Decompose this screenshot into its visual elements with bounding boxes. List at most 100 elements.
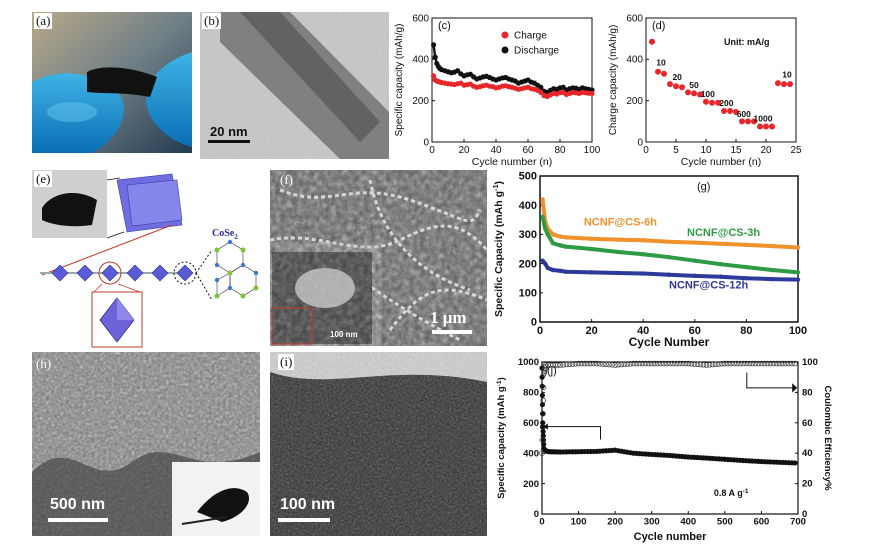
series-segment xyxy=(539,91,545,97)
efficiency-point xyxy=(706,362,713,368)
capacity-point xyxy=(541,441,547,447)
y-tick-label: 600 xyxy=(523,418,539,429)
series-segment xyxy=(533,82,539,87)
data-point xyxy=(727,108,733,114)
capacity-point xyxy=(540,428,546,435)
efficiency-point xyxy=(709,361,716,368)
series-segment xyxy=(454,82,458,86)
unit-note: Unit: mA/g xyxy=(724,37,770,47)
series-label: NCNF@CS-6h xyxy=(584,217,657,229)
efficiency-point xyxy=(676,360,682,367)
data-point xyxy=(770,267,775,273)
data-point xyxy=(769,123,775,130)
panel-b-tem: (b) 20 nm xyxy=(200,12,389,159)
series-segment xyxy=(466,73,471,77)
efficiency-point xyxy=(737,360,743,367)
series-segment xyxy=(463,73,468,78)
efficiency-point xyxy=(606,361,612,368)
data-point xyxy=(757,123,763,130)
efficiency-point xyxy=(725,360,731,367)
rate-annotation: 600 xyxy=(737,109,751,119)
y-tick-label: 400 xyxy=(523,448,539,459)
efficiency-point xyxy=(642,360,649,367)
series-segment xyxy=(565,87,571,92)
series-segment xyxy=(437,65,441,70)
efficiency-point xyxy=(697,361,704,368)
chart-c: 0 20 40 60 80 100 0 200 400 600 Specific capacity … xyxy=(390,8,600,168)
efficiency-point xyxy=(688,361,695,367)
data-point xyxy=(787,81,793,88)
series-segment xyxy=(457,81,462,85)
rate-annotation: 1000 xyxy=(754,113,773,123)
series-segment xyxy=(492,85,497,89)
series-segment xyxy=(472,75,478,80)
series-segment xyxy=(498,85,503,89)
efficiency-point xyxy=(749,360,756,367)
series-segment xyxy=(549,92,555,96)
data-point xyxy=(655,68,661,75)
series-segment xyxy=(460,82,465,87)
efficiency-point xyxy=(555,362,561,368)
rate-annotation: 50 xyxy=(689,80,699,90)
series-segment xyxy=(434,56,438,64)
rate-annotation: 10 xyxy=(656,58,666,68)
efficiency-point xyxy=(667,360,673,367)
y-tick-label: 600 xyxy=(412,13,429,24)
panel-label-d: (d) xyxy=(652,20,665,32)
data-point xyxy=(715,99,721,106)
series-segment xyxy=(536,84,542,89)
x-tick-label: 100 xyxy=(584,145,600,156)
data-point xyxy=(589,270,594,275)
scale-bar-f-main xyxy=(432,330,472,334)
efficiency-point xyxy=(540,384,547,391)
y-right-tick-label: 20 xyxy=(802,479,813,490)
series-segment xyxy=(534,88,538,92)
efficiency-point xyxy=(789,360,795,367)
efficiency-point xyxy=(792,360,798,367)
series-segment xyxy=(559,86,564,90)
x-axis-label: Cycle Number xyxy=(629,335,710,349)
efficiency-arrow xyxy=(746,372,795,389)
efficiency-point xyxy=(661,360,667,367)
series-segment xyxy=(569,91,574,95)
panel-a-photo: (a) xyxy=(32,12,192,153)
series-segment xyxy=(482,75,487,79)
data-point xyxy=(550,267,556,273)
series-segment xyxy=(511,78,516,83)
efficiency-point xyxy=(578,360,585,367)
series-segment xyxy=(486,84,490,88)
data-point xyxy=(673,83,679,90)
data-point xyxy=(692,240,697,245)
tem-image-b xyxy=(200,12,389,159)
efficiency-point xyxy=(712,361,719,368)
efficiency-point xyxy=(652,360,658,367)
data-point xyxy=(781,81,787,88)
scale-label-h: 500 nm xyxy=(50,496,106,513)
data-point xyxy=(679,84,685,91)
series-segment xyxy=(479,75,484,80)
data-point xyxy=(667,81,673,88)
scale-label-b: 20 nm xyxy=(210,124,248,139)
x-tick-label: 20 xyxy=(458,145,470,156)
data-point xyxy=(703,98,709,105)
y-tick-label: 200 xyxy=(523,479,539,490)
series-segment xyxy=(562,86,568,91)
data-point xyxy=(745,118,751,125)
efficiency-point xyxy=(673,360,679,367)
efficiency-point xyxy=(588,360,594,367)
scale-bar-i xyxy=(278,518,330,522)
series-segment xyxy=(498,76,503,81)
series-segment xyxy=(546,89,552,94)
data-point xyxy=(563,235,568,240)
efficiency-point xyxy=(597,361,603,367)
efficiency-point xyxy=(609,362,615,368)
efficiency-point xyxy=(575,360,582,367)
series-segment xyxy=(521,79,526,84)
data-point xyxy=(795,277,801,282)
panel-label-h: (h) xyxy=(36,356,52,371)
y-tick-label: 0 xyxy=(423,137,429,148)
efficiency-point xyxy=(719,361,725,367)
series-segment xyxy=(514,80,520,85)
series-segment xyxy=(482,83,487,87)
efficiency-point xyxy=(639,360,646,367)
